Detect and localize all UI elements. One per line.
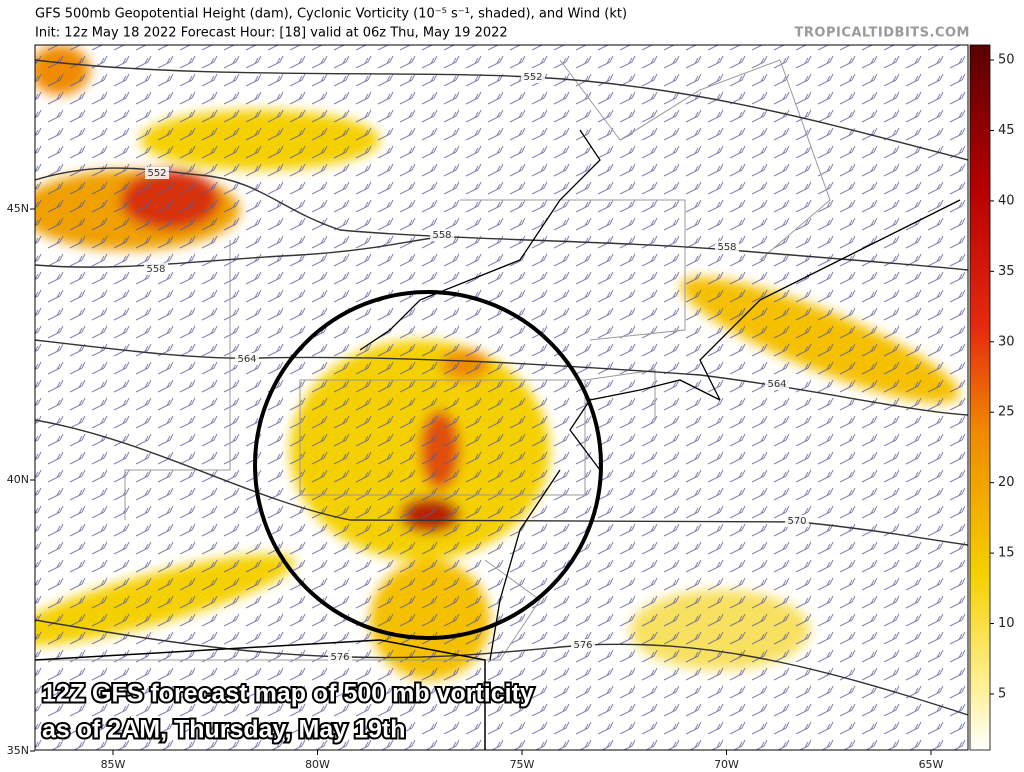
colorbar-label: 50 — [998, 53, 1015, 68]
colorbar-label: 10 — [998, 616, 1015, 631]
subtitle: Init: 12z May 18 2022 Forecast Hour: [18… — [35, 26, 508, 41]
contour-label: 558 — [717, 242, 736, 253]
contour-label-bg — [430, 229, 454, 241]
lon-label: 75W — [510, 758, 535, 771]
contour-label-bg — [144, 263, 168, 275]
contour-label-bg — [571, 639, 595, 651]
contour-label: 552 — [523, 72, 542, 83]
contour-label-bg — [521, 71, 545, 83]
contour-label: 558 — [432, 230, 451, 241]
lon-label: 65W — [919, 758, 944, 771]
title: GFS 500mb Geopotential Height (dam), Cyc… — [35, 7, 627, 22]
contour-label-bg — [765, 378, 789, 390]
contour-label: 576 — [330, 652, 349, 663]
caption-line: 12Z GFS forecast map of 500 mb vorticity — [42, 680, 534, 708]
contour-label: 576 — [573, 640, 592, 651]
colorbar-label: 15 — [998, 546, 1015, 561]
colorbar-label: 40 — [998, 193, 1015, 208]
boundaries — [35, 59, 831, 661]
contour-label: 564 — [237, 354, 256, 365]
lat-label: 35N — [7, 744, 29, 757]
lon-label: 80W — [305, 758, 330, 771]
colorbar-label: 35 — [998, 264, 1015, 279]
lat-label: 40N — [7, 473, 29, 486]
colorbar-label: 30 — [998, 334, 1015, 349]
highlight-circle — [253, 290, 603, 640]
colorbar — [969, 44, 991, 751]
contour-label: 558 — [146, 264, 165, 275]
colorbar-label: 20 — [998, 475, 1015, 490]
contour-label-bg — [145, 167, 169, 179]
source: TROPICALTIDBITS.COM — [795, 26, 970, 41]
colorbar-label: 45 — [998, 123, 1015, 138]
lat-label: 45N — [7, 202, 29, 215]
contour-label-bg — [328, 651, 352, 663]
contour-label: 552 — [147, 168, 166, 179]
lon-label: 70W — [714, 758, 739, 771]
caption-line: as of 2AM, Thursday, May 19th — [42, 716, 406, 744]
colorbar-label: 5 — [998, 687, 1006, 702]
lon-label: 85W — [101, 758, 126, 771]
contour-label-bg — [785, 515, 809, 527]
contour-label: 564 — [767, 379, 786, 390]
contour-label-bg — [235, 353, 259, 365]
contour-label: 570 — [787, 516, 806, 527]
map — [35, 45, 968, 750]
colorbar-label: 25 — [998, 405, 1015, 420]
contour-label-bg — [715, 241, 739, 253]
